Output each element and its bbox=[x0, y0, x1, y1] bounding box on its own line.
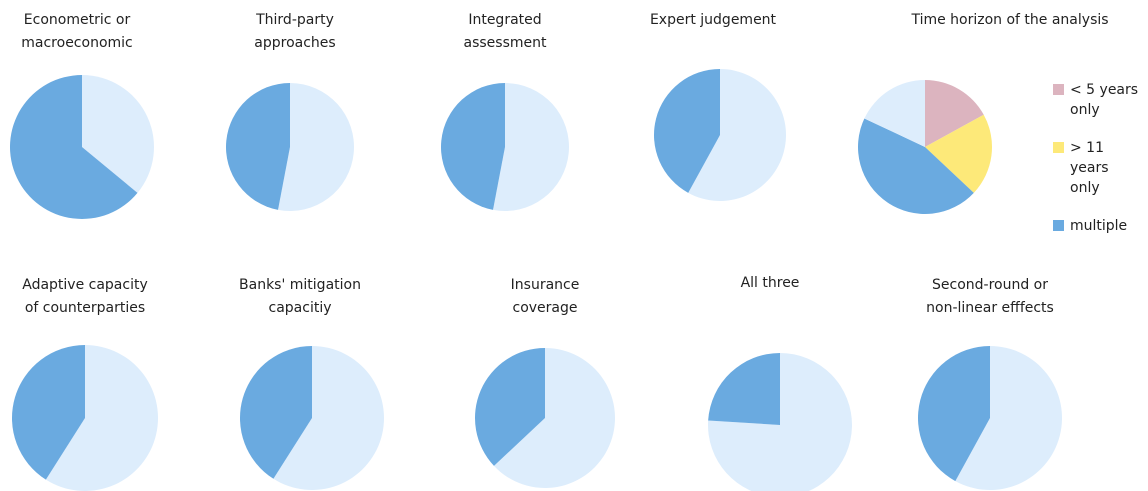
chart-title: Banks' mitigation bbox=[239, 277, 361, 293]
pie-slice bbox=[225, 83, 290, 210]
legend-label: < 5 years only bbox=[1070, 82, 1139, 118]
pie-slice bbox=[708, 353, 780, 425]
chart-title: Adaptive capacity bbox=[22, 277, 148, 293]
pie-slice bbox=[858, 118, 974, 214]
chart-title: Third-party bbox=[255, 12, 334, 28]
legend-entry: < 5 years only bbox=[1053, 80, 1142, 120]
chart-title: Econometric or bbox=[24, 12, 131, 28]
pie-slice bbox=[493, 348, 615, 488]
pie-slice bbox=[12, 345, 86, 480]
legend-label: multiple bbox=[1070, 218, 1128, 234]
chart-title: Expert judgement bbox=[650, 12, 777, 28]
pie-slice bbox=[925, 114, 992, 193]
chart-title: macroeconomic bbox=[21, 35, 132, 51]
legend-swatch bbox=[1053, 142, 1064, 153]
pie-slice bbox=[688, 69, 787, 202]
legend-entry: > 11 years only bbox=[1053, 138, 1142, 198]
chart-title: coverage bbox=[513, 300, 578, 316]
chart-title: capacitiy bbox=[269, 300, 332, 316]
pie-slice bbox=[864, 80, 925, 147]
pie-slice bbox=[82, 75, 154, 193]
pie-slice bbox=[278, 83, 355, 211]
pie-slice bbox=[493, 83, 569, 211]
chart-title: Second-round or bbox=[932, 277, 1048, 293]
pie-slice bbox=[918, 346, 990, 482]
pie-slice bbox=[273, 345, 385, 491]
chart-title: Time horizon of the analysis bbox=[910, 12, 1108, 28]
legend-label: > 11 years only bbox=[1070, 140, 1109, 196]
pie-slice bbox=[708, 353, 852, 491]
chart-title: All three bbox=[741, 275, 800, 291]
pie-slice bbox=[240, 346, 312, 479]
chart-title: Insurance bbox=[511, 277, 580, 293]
pie-slice bbox=[925, 80, 984, 147]
pie-slice bbox=[955, 346, 1062, 490]
pie-slice bbox=[654, 69, 720, 193]
pie-slice bbox=[45, 345, 158, 491]
pie-slice bbox=[474, 348, 545, 466]
chart-title: of counterparties bbox=[25, 300, 145, 316]
legend-entry: multiple bbox=[1053, 216, 1142, 236]
chart-title: assessment bbox=[464, 35, 547, 51]
chart-title: Integrated bbox=[468, 12, 541, 28]
legend-swatch bbox=[1053, 84, 1064, 95]
pie-slice bbox=[10, 75, 138, 219]
pie-slice bbox=[440, 83, 505, 210]
legend-swatch bbox=[1053, 220, 1064, 231]
chart-title: non-linear efffects bbox=[926, 300, 1054, 316]
chart-title: approaches bbox=[254, 35, 335, 51]
